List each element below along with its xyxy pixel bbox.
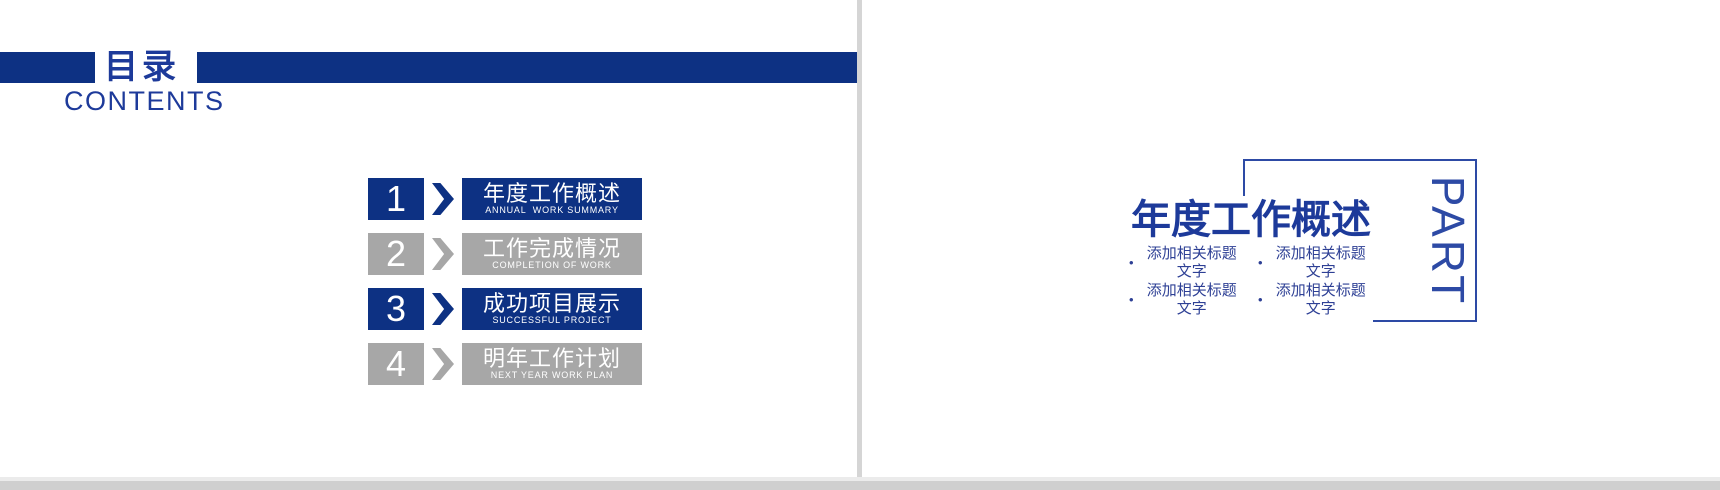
bullet-row-2: • 添加相关标题文字 • 添加相关标题文字 [1129,282,1373,318]
slide-toc: 目录 CONTENTS 1 年度工作概述 ANNUAL WORK SUMMARY… [0,0,857,481]
toc-item-subtitle: COMPLETION OF WORK [492,260,612,270]
toc-item-number: 4 [368,343,424,385]
toc-item-1[interactable]: 1 年度工作概述 ANNUAL WORK SUMMARY [368,178,642,220]
toc-item-4[interactable]: 4 明年工作计划 NEXT YEAR WORK PLAN [368,343,642,385]
bullet-dot-icon: • [1258,255,1263,270]
toc-item-number: 2 [368,233,424,275]
toc-item-subtitle: SUCCESSFUL PROJECT [492,315,612,325]
toc-item-title: 明年工作计划 [482,346,621,371]
chevron-right-icon [424,233,462,275]
toc-item-3[interactable]: 3 成功项目展示 SUCCESSFUL PROJECT [368,288,642,330]
section-title: 年度工作概述 [1131,198,1371,242]
bullet-item: • 添加相关标题文字 [1258,282,1373,318]
toc-item-body: 成功项目展示 SUCCESSFUL PROJECT [462,288,642,330]
bullet-dot-icon: • [1258,292,1263,307]
toc-item-body: 工作完成情况 COMPLETION OF WORK [462,233,642,275]
bullet-dot-icon: • [1129,292,1134,307]
chevron-right-icon [424,288,462,330]
toc-item-subtitle: NEXT YEAR WORK PLAN [490,370,614,380]
toc-item-title: 工作完成情况 [482,236,621,261]
window-bottom-band [0,481,1720,490]
toc-title-en: CONTENTS [64,86,225,116]
toc-title-cn: 目录 [104,48,180,86]
bullet-dot-icon: • [1129,255,1134,270]
bullet-text: 添加相关标题文字 [1275,245,1366,280]
toc-item-title: 成功项目展示 [482,291,621,316]
slide-bottom-edge [0,477,1720,481]
toc-item-body: 年度工作概述 ANNUAL WORK SUMMARY [462,178,642,220]
chevron-right-icon [424,343,462,385]
bullet-row-1: • 添加相关标题文字 • 添加相关标题文字 [1129,245,1373,281]
toc-item-number: 3 [368,288,424,330]
toc-item-number: 1 [368,178,424,220]
bullet-text: 添加相关标题文字 [1146,282,1237,317]
chevron-right-icon [424,178,462,220]
toc-item-body: 明年工作计划 NEXT YEAR WORK PLAN [462,343,642,385]
header-bar-right-segment [197,52,857,83]
header-bar-left-segment [0,52,95,83]
slide-section-part: PART 年度工作概述 • 添加相关标题文字 • 添加相关标题文字 • 添加相关… [862,0,1720,481]
bullet-item: • 添加相关标题文字 [1258,245,1373,281]
slide-divider [857,0,862,481]
bullet-text: 添加相关标题文字 [1146,245,1237,280]
toc-item-2[interactable]: 2 工作完成情况 COMPLETION OF WORK [368,233,642,275]
bullet-item: • 添加相关标题文字 [1129,282,1244,318]
toc-item-title: 年度工作概述 [482,181,621,206]
bullet-item: • 添加相关标题文字 [1129,245,1244,281]
bullet-text: 添加相关标题文字 [1275,282,1366,317]
toc-item-subtitle: ANNUAL WORK SUMMARY [485,205,619,215]
section-title-block: 年度工作概述 • 添加相关标题文字 • 添加相关标题文字 • 添加相关标题文字 … [1129,196,1373,322]
part-label-text: PART [1422,175,1474,306]
part-label: PART [1388,160,1508,321]
